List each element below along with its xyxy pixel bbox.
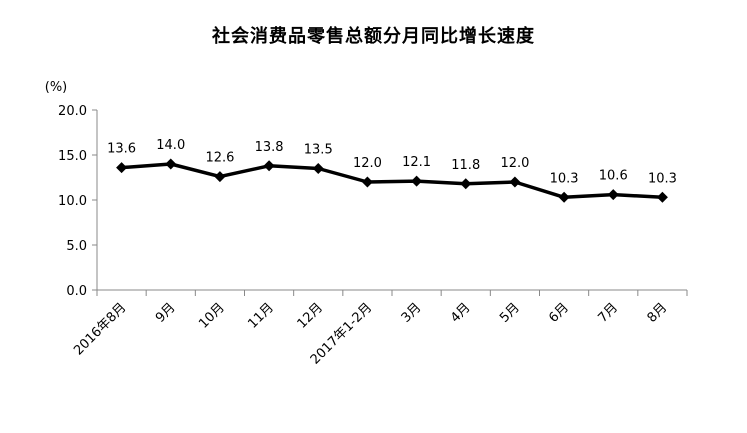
- data-point-marker: [165, 158, 177, 170]
- x-tick-label: 12月: [295, 300, 326, 331]
- data-point-marker: [607, 189, 619, 201]
- data-point-marker: [263, 160, 275, 172]
- data-point-marker: [116, 162, 128, 174]
- data-point-marker: [312, 163, 324, 174]
- data-label: 13.8: [255, 140, 284, 155]
- data-point-marker: [509, 176, 521, 188]
- series-markers: [116, 158, 668, 203]
- data-point-marker: [411, 175, 423, 187]
- data-point-marker: [361, 176, 373, 188]
- data-labels: 13.6 14.0 12.6 13.8 13.5 12.0 12.1 11.8 12.0 10.3…: [107, 138, 677, 186]
- y-tick-label: 20.0: [58, 104, 87, 119]
- data-label: 13.6: [107, 142, 136, 157]
- x-tick-label: 10月: [196, 300, 227, 331]
- x-tick-label: 5月: [497, 300, 523, 326]
- data-point-marker: [214, 171, 226, 183]
- data-label: 14.0: [156, 138, 185, 153]
- x-tick-label: 11月: [245, 300, 276, 331]
- data-label: 10.3: [550, 171, 579, 186]
- data-label: 13.5: [304, 143, 333, 158]
- data-label: 10.3: [648, 171, 677, 186]
- x-tick-label: 7月: [595, 300, 621, 326]
- y-tick-label: 0.0: [66, 284, 87, 299]
- series-line-group: [121, 162, 663, 200]
- axes: [92, 109, 688, 296]
- x-tick-label: 4月: [448, 300, 474, 326]
- data-label: 11.8: [451, 158, 480, 173]
- data-label: 12.6: [205, 151, 234, 166]
- y-axis-unit: (%): [45, 80, 68, 95]
- y-tick-label: 10.0: [58, 194, 87, 209]
- data-point-marker: [460, 178, 472, 190]
- data-label: 12.0: [500, 156, 529, 171]
- series-line: [121, 162, 663, 200]
- y-tick-label: 15.0: [58, 149, 87, 164]
- data-label: 10.6: [599, 169, 628, 184]
- data-point-marker: [558, 191, 570, 203]
- x-tick-label: 6月: [546, 300, 572, 326]
- x-tick-label: 8月: [645, 300, 671, 326]
- x-tick-label: 2016年8月: [71, 300, 129, 358]
- y-tick-labels: 0.0 5.0 10.0 15.0 20.0: [58, 104, 87, 299]
- x-tick-label: 9月: [153, 300, 179, 326]
- data-label: 12.0: [353, 156, 382, 171]
- chart-title: 社会消费品零售总额分月同比增长速度: [212, 26, 535, 47]
- x-tick-label: 3月: [399, 300, 425, 326]
- data-point-marker: [656, 191, 668, 203]
- data-label: 12.1: [402, 155, 431, 170]
- y-tick-label: 5.0: [66, 239, 87, 254]
